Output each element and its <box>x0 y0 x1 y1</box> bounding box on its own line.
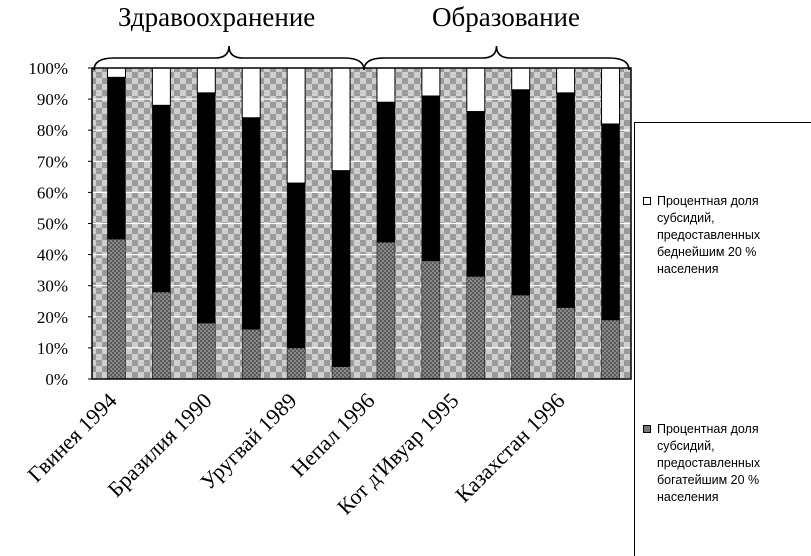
group-title-health: Здравоохранение <box>118 2 316 32</box>
bar-segment-middle <box>197 92 216 324</box>
bar-segment-middle <box>601 123 620 321</box>
y-tick-label: 80% <box>37 121 68 140</box>
legend-item-rich: Процентная доля субсидий, предоставленны… <box>643 421 808 506</box>
bar-segment-poor <box>286 67 306 184</box>
bar-segment-poor <box>376 67 396 103</box>
legend-label-poor: Процентная доля субсидий, предоставленны… <box>657 194 761 276</box>
bar-segment-middle <box>286 182 306 349</box>
x-tick-label: Гвинея 1994 <box>22 388 121 487</box>
bar-segment-poor <box>106 67 126 78</box>
legend-swatch-poor <box>643 197 651 205</box>
group-braces <box>93 45 630 71</box>
bar-segment-middle <box>107 77 126 240</box>
bar-segment-middle <box>466 111 486 277</box>
bar-segment-poor <box>241 67 261 119</box>
y-tick-label: 30% <box>37 277 68 296</box>
bar-segment-rich <box>421 260 441 380</box>
bar-segment-middle <box>421 95 441 262</box>
legend-label-rich: Процентная доля субсидий, предоставленны… <box>657 422 761 504</box>
bar-segment-poor <box>196 67 216 94</box>
bar-segment-rich <box>601 319 620 380</box>
bar-segment-poor <box>556 67 576 94</box>
legend-item-poor: Процентная доля субсидий, предоставленны… <box>643 193 808 278</box>
legend: Процентная доля субсидий, предоставленны… <box>634 122 811 556</box>
bar-segment-rich <box>152 291 171 380</box>
legend-swatch-rich <box>643 425 651 433</box>
y-tick-label: 0% <box>45 370 68 389</box>
y-tick-label: 50% <box>37 215 68 234</box>
bar-segment-poor <box>601 67 621 125</box>
bar-segment-rich <box>241 328 261 380</box>
y-tick-label: 90% <box>37 90 68 109</box>
y-tick-label: 70% <box>37 152 68 171</box>
bar-segment-middle <box>331 170 351 367</box>
y-tick-label: 20% <box>37 308 68 327</box>
bar-segment-middle <box>152 105 171 293</box>
y-axis: 0% 10% 20% 30% 40% 50% 60% 70% 80% 90% 100% <box>28 59 92 389</box>
bar-segment-poor <box>511 67 531 91</box>
y-tick-label: 40% <box>37 246 68 265</box>
bar-segment-poor <box>151 67 171 106</box>
y-tick-label: 60% <box>37 183 68 202</box>
bar-segment-poor <box>331 67 351 172</box>
brace-health <box>93 45 365 71</box>
x-tick-label: Казахстан 1996 <box>450 388 569 507</box>
bar-segment-middle <box>376 101 396 243</box>
y-tick-label: 100% <box>28 59 68 78</box>
bar-segment-rich <box>286 347 306 380</box>
bar-segment-rich <box>107 238 126 380</box>
brace-education <box>363 45 630 71</box>
bar-segment-poor <box>421 67 441 97</box>
bar-segment-rich <box>511 294 530 380</box>
bar-segment-rich <box>376 241 396 380</box>
bar-segment-middle <box>556 92 575 308</box>
group-title-education: Образование <box>432 2 580 32</box>
bar-segment-middle <box>511 89 530 296</box>
bar-segment-rich <box>466 276 486 380</box>
bar-segment-poor <box>466 67 486 113</box>
bar-segment-middle <box>241 117 261 330</box>
y-tick-label: 10% <box>37 339 68 358</box>
bar-segment-rich <box>556 307 575 380</box>
bar-segment-rich <box>331 366 351 380</box>
bar-segment-rich <box>197 322 216 380</box>
plot-area <box>91 67 632 380</box>
